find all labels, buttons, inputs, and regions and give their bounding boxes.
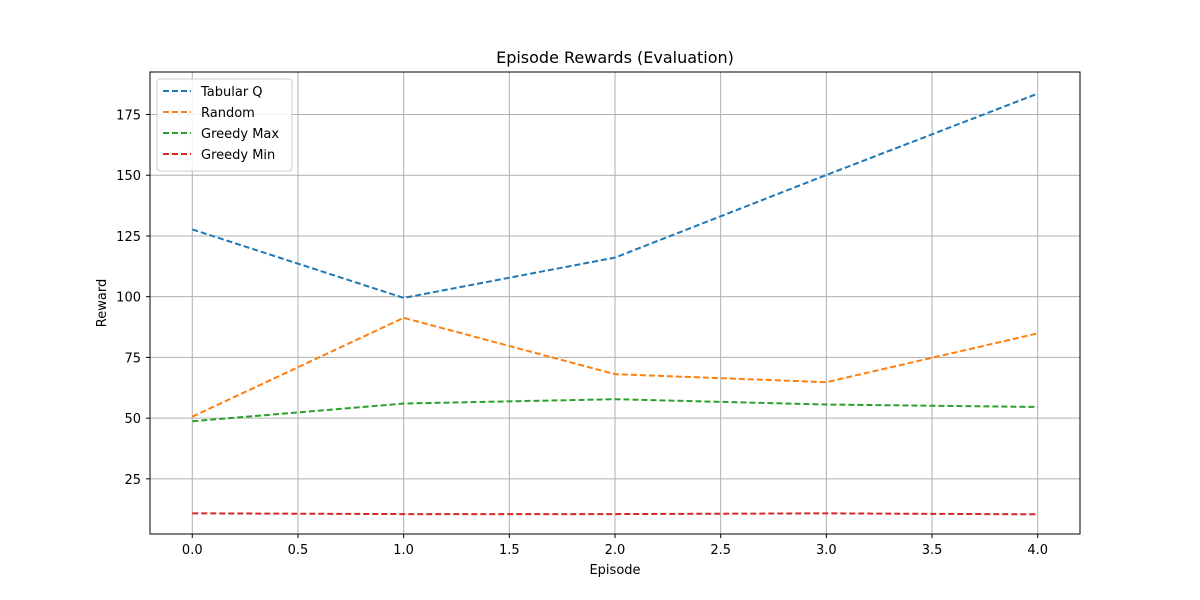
tick-layer: 0.0 0.5 1.0 1.5 2.0 2.5 3.0 3.5 4.0 25 50 75 100 125 1… [116,109,1048,558]
y-axis-label: Reward [95,279,110,327]
x-tick-label: 2.5 [710,543,731,558]
x-tick-label: 2.0 [605,543,626,558]
y-tick-label: 175 [116,109,141,124]
legend-label: Random [201,106,255,121]
series-line-tabular-q [191,92,1039,299]
legend-label: Greedy Max [201,127,279,142]
x-tick-label: 4.0 [1027,543,1048,558]
y-tick-label: 150 [116,169,141,184]
x-tick-label: 1.5 [499,543,520,558]
legend-label: Tabular Q [200,85,263,100]
y-tick-label: 100 [116,291,141,306]
x-tick-label: 3.5 [922,543,943,558]
y-tick-label: 50 [124,412,141,427]
chart-title: Episode Rewards (Evaluation) [496,48,734,67]
legend-label: Greedy Min [201,148,275,163]
x-tick-label: 0.0 [182,543,203,558]
grid-layer [150,72,1080,534]
y-tick-label: 75 [124,351,141,366]
x-tick-label: 3.0 [816,543,837,558]
legend: Tabular Q Random Greedy Max Greedy Min [156,78,293,172]
y-tick-label: 125 [116,230,141,245]
y-tick-label: 25 [124,473,141,488]
series-layer [191,92,1039,516]
x-tick-label: 1.0 [393,543,414,558]
series-line-greedy-max [192,398,1038,423]
legend-box [156,78,293,172]
x-tick-label: 0.5 [288,543,309,558]
series-line-greedy-min [192,512,1038,516]
x-axis-label: Episode [589,563,640,578]
series-line-random [191,316,1038,418]
